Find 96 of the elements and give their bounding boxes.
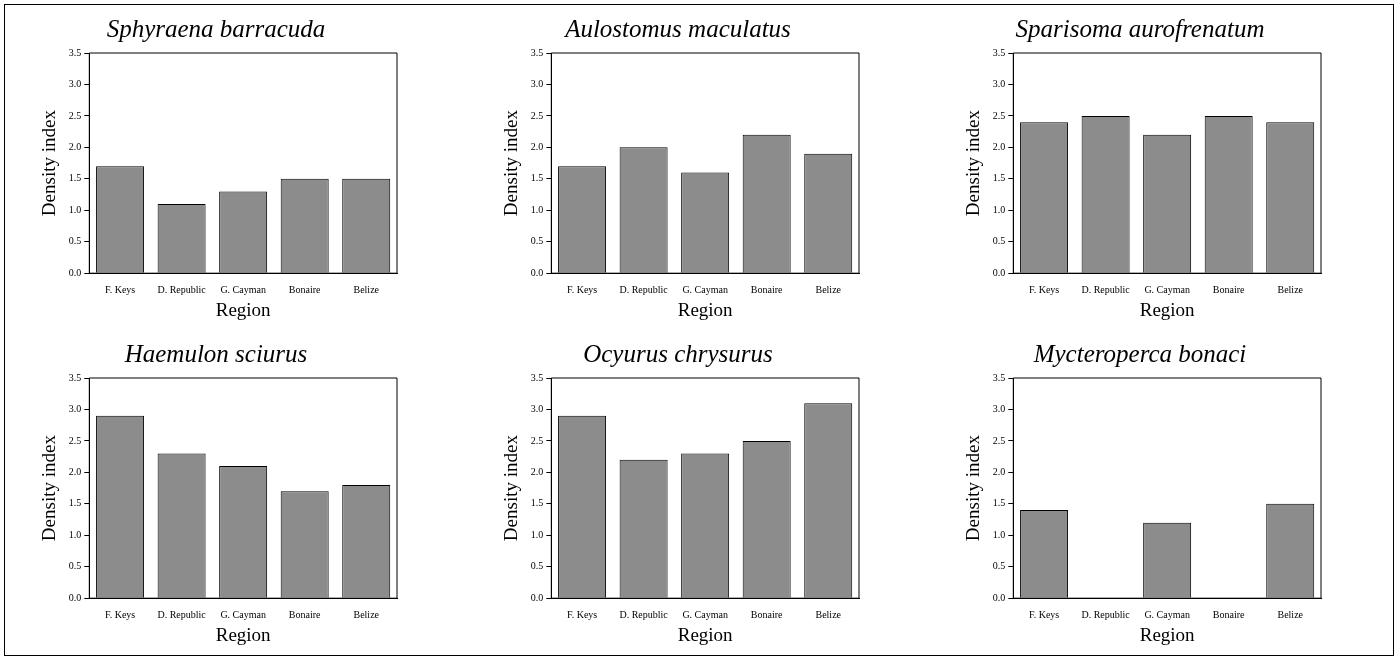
y-tick-label: 2.0 <box>68 141 82 152</box>
y-tick-label: 3.5 <box>68 371 82 383</box>
x-tick-label: F. Keys <box>566 608 598 620</box>
x-tick-label: Belize <box>353 283 380 295</box>
chart-title: Haemulon sciurus <box>123 339 308 367</box>
y-tick-label: 2.5 <box>530 109 544 121</box>
chart-title: Sphyraena barracuda <box>106 14 326 42</box>
x-axis-title: Region <box>1139 298 1196 320</box>
y-tick-label: 3.0 <box>992 78 1006 90</box>
x-tick-label: F. Keys <box>1028 283 1060 295</box>
x-axis-title: Region <box>215 298 272 320</box>
y-tick-label: 2.5 <box>68 109 82 121</box>
x-tick-label: Bonaire <box>1212 283 1246 295</box>
y-tick-label: 2.0 <box>68 466 82 477</box>
y-tick-label: 1.5 <box>68 172 82 184</box>
x-tick-label: G. Cayman <box>682 283 728 295</box>
x-tick-label: Belize <box>815 283 842 295</box>
y-tick-label: 0.5 <box>530 560 544 572</box>
y-tick-label: 0.0 <box>68 266 82 278</box>
y-tick-label: 0.5 <box>68 560 82 572</box>
y-tick-label: 2.5 <box>530 434 544 446</box>
y-tick-label: 3.5 <box>530 46 544 58</box>
y-tick-label: 3.0 <box>530 78 544 90</box>
y-tick-label: 0.5 <box>992 560 1006 572</box>
y-axis-title: Density index <box>962 434 984 542</box>
y-tick-label: 1.0 <box>992 528 1006 540</box>
x-tick-label: D. Republic <box>157 608 207 620</box>
chart-title: Aulostomus maculatus <box>563 14 791 42</box>
x-tick-label: Belize <box>1277 608 1304 620</box>
y-tick-label: 3.0 <box>992 403 1006 415</box>
y-tick-label: 0.5 <box>530 235 544 247</box>
x-tick-label: G. Cayman <box>1144 608 1190 620</box>
y-tick-label: 0.5 <box>992 235 1006 247</box>
x-tick-label: Bonaire <box>750 608 784 620</box>
chart-title: Sparisoma aurofrenatum <box>1015 14 1265 42</box>
y-tick-label: 1.0 <box>68 528 82 540</box>
x-axis-title: Region <box>677 623 734 645</box>
y-tick-label: 2.5 <box>68 434 82 446</box>
y-tick-label: 3.5 <box>992 371 1006 383</box>
y-tick-label: 3.0 <box>68 78 82 90</box>
y-tick-label: 1.5 <box>530 497 544 509</box>
y-tick-label: 1.0 <box>530 203 544 215</box>
y-axis-title: Density index <box>38 434 60 542</box>
x-tick-label: Belize <box>1277 283 1304 295</box>
x-axis-title: Region <box>1139 623 1196 645</box>
x-tick-label: G. Cayman <box>220 283 266 295</box>
y-tick-label: 3.5 <box>68 46 82 58</box>
y-tick-label: 2.0 <box>530 466 544 477</box>
x-tick-label: G. Cayman <box>682 608 728 620</box>
x-tick-label: D. Republic <box>157 283 207 295</box>
y-tick-label: 0.0 <box>530 266 544 278</box>
x-tick-label: D. Republic <box>619 283 669 295</box>
y-tick-label: 1.0 <box>992 203 1006 215</box>
x-tick-label: D. Republic <box>1081 608 1131 620</box>
x-tick-label: Belize <box>815 608 842 620</box>
x-axis-title: Region <box>677 298 734 320</box>
y-tick-label: 1.0 <box>530 528 544 540</box>
x-tick-label: D. Republic <box>1081 283 1131 295</box>
x-tick-label: G. Cayman <box>220 608 266 620</box>
x-tick-label: Belize <box>353 608 380 620</box>
y-tick-label: 1.5 <box>530 172 544 184</box>
y-tick-label: 1.5 <box>992 497 1006 509</box>
y-tick-label: 3.0 <box>68 403 82 415</box>
y-tick-label: 1.5 <box>68 497 82 509</box>
y-axis-title: Density index <box>500 434 522 542</box>
y-tick-label: 1.0 <box>68 203 82 215</box>
y-tick-label: 2.0 <box>530 141 544 152</box>
y-axis-title: Density index <box>38 109 60 217</box>
x-tick-label: D. Republic <box>619 608 669 620</box>
y-tick-label: 3.0 <box>530 403 544 415</box>
x-tick-label: Bonaire <box>288 283 322 295</box>
y-tick-label: 3.5 <box>530 371 544 383</box>
y-tick-label: 2.5 <box>992 109 1006 121</box>
y-tick-label: 0.5 <box>68 235 82 247</box>
chart-title: Mycteroperca bonaci <box>1032 339 1247 367</box>
y-tick-label: 0.0 <box>68 591 82 603</box>
x-tick-label: F. Keys <box>1028 608 1060 620</box>
y-tick-label: 2.0 <box>992 466 1006 477</box>
y-axis-title: Density index <box>962 109 984 217</box>
y-tick-label: 2.0 <box>992 141 1006 152</box>
x-tick-label: Bonaire <box>750 283 784 295</box>
x-tick-label: F. Keys <box>104 608 136 620</box>
x-tick-label: G. Cayman <box>1144 283 1190 295</box>
x-tick-label: Bonaire <box>288 608 322 620</box>
y-axis-title: Density index <box>500 109 522 217</box>
x-tick-label: F. Keys <box>104 283 136 295</box>
y-tick-label: 1.5 <box>992 172 1006 184</box>
y-tick-label: 0.0 <box>992 591 1006 603</box>
y-tick-label: 0.0 <box>530 591 544 603</box>
y-tick-label: 3.5 <box>992 46 1006 58</box>
y-tick-label: 0.0 <box>992 266 1006 278</box>
x-tick-label: F. Keys <box>566 283 598 295</box>
x-axis-title: Region <box>215 623 272 645</box>
chart-title: Ocyurus chrysurus <box>583 339 773 367</box>
x-tick-label: Bonaire <box>1212 608 1246 620</box>
y-tick-label: 2.5 <box>992 434 1006 446</box>
